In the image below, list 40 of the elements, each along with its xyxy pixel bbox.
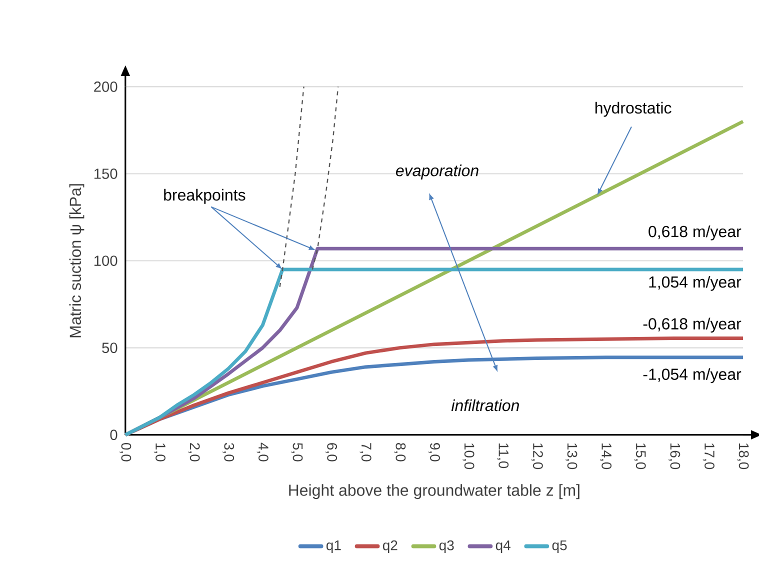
x-tick-label: 12,0 <box>531 444 543 470</box>
legend-label: q5 <box>552 540 567 554</box>
x-tick-label: 15,0 <box>634 444 646 470</box>
annotation: evaporation <box>396 164 478 180</box>
x-tick-label: 18,0 <box>737 444 749 470</box>
y-axis-title: Matric suction ψ [kPa] <box>69 184 84 338</box>
y-tick-label: 100 <box>94 256 118 266</box>
x-tick-label: 13,0 <box>566 444 578 470</box>
annotation: breakpoints <box>164 189 246 204</box>
x-tick-label: 14,0 <box>600 444 612 470</box>
legend-label: q2 <box>382 540 398 554</box>
y-tick-label: 200 <box>94 82 118 92</box>
line-series <box>312 86 339 270</box>
legend-label: q1 <box>326 540 341 554</box>
annotation: infiltration <box>451 400 519 412</box>
annotation: hydrostatic <box>595 102 672 117</box>
y-tick-label: 0 <box>110 430 118 440</box>
y-tick-label: 150 <box>94 168 118 180</box>
x-tick-label: 17,0 <box>702 444 714 470</box>
x-tick-label: 5,0 <box>291 443 303 462</box>
x-tick-label: 7,0 <box>360 443 372 462</box>
x-tick-label: 9,0 <box>428 443 440 462</box>
x-tick-label: 6,0 <box>325 443 338 462</box>
annotation: 0,618 m/year <box>648 226 742 241</box>
y-tick-label: 50 <box>102 342 118 354</box>
x-axis-title: Height above the groundwater table z [m] <box>289 484 580 500</box>
x-tick-label: 3,0 <box>222 443 234 462</box>
x-tick-label: 16,0 <box>668 444 680 470</box>
x-tick-label: 2,0 <box>188 443 200 462</box>
annotation: -0,618 m/year <box>643 318 742 333</box>
x-tick-label: 10,0 <box>462 444 474 470</box>
x-tick-label: 1,0 <box>154 444 166 462</box>
x-tick-label: 11,0 <box>497 444 509 468</box>
x-tick-label: 4,0 <box>256 442 268 462</box>
legend-label: q4 <box>496 540 510 554</box>
annotation: 1,054 m/year <box>649 276 742 292</box>
x-tick-label: 0,0 <box>120 443 132 462</box>
x-tick-label: 8,0 <box>394 443 406 462</box>
legend-label: q3 <box>439 540 454 554</box>
annotation: -1,054 m/year <box>643 368 742 384</box>
